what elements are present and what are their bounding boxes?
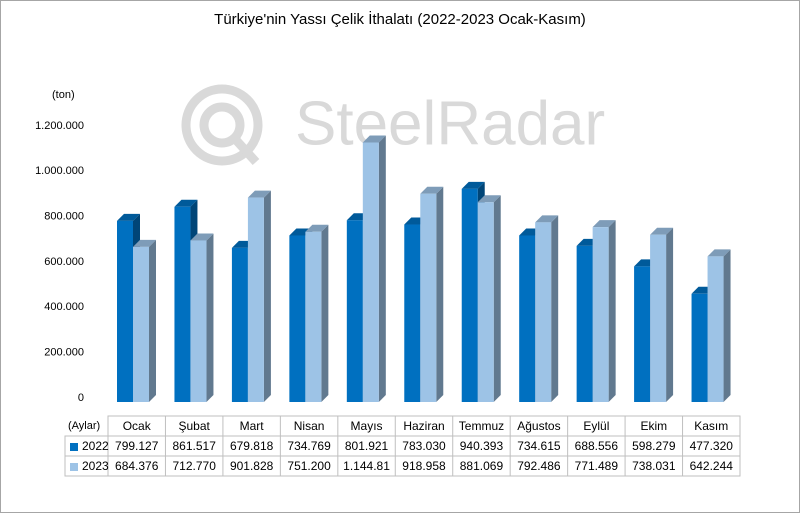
table-value: 642.244 xyxy=(690,459,734,473)
bar xyxy=(634,266,651,402)
bar-side xyxy=(723,249,731,402)
bar-top xyxy=(420,186,444,194)
watermark-logo xyxy=(181,84,263,166)
bar-top xyxy=(477,195,501,203)
bar-top xyxy=(247,190,271,198)
bar xyxy=(461,188,478,402)
y-tick-label: 400.000 xyxy=(44,301,84,313)
bar xyxy=(592,227,609,402)
table-value: 1.144.81 xyxy=(343,459,390,473)
bar xyxy=(174,206,191,402)
bar xyxy=(691,293,708,402)
bar xyxy=(535,222,552,402)
bar-top xyxy=(174,199,198,207)
bar-side xyxy=(608,220,616,402)
bar-top xyxy=(650,227,674,235)
x-tick-label: Şubat xyxy=(179,419,211,433)
table-value: 799.127 xyxy=(115,439,159,453)
table-value: 801.921 xyxy=(345,439,389,453)
table-value: 734.615 xyxy=(517,439,561,453)
legend-swatch xyxy=(70,463,78,471)
chart-title: Türkiye'nin Yassı Çelik İthalatı (2022-2… xyxy=(214,10,586,28)
table-value: 679.818 xyxy=(230,439,274,453)
table-value: 940.393 xyxy=(460,439,504,453)
bar-side xyxy=(149,239,156,402)
bar xyxy=(305,231,322,402)
y-tick-label: 0 xyxy=(78,392,84,404)
bar xyxy=(420,193,437,402)
bar-top xyxy=(133,239,156,247)
bar xyxy=(346,220,363,402)
bar xyxy=(190,240,207,402)
bar xyxy=(707,256,724,402)
table-value: 738.031 xyxy=(632,459,676,473)
x-tick-label: Nisan xyxy=(294,419,325,433)
bar xyxy=(289,235,306,402)
x-tick-label: Eylül xyxy=(583,419,609,433)
table-value: 734.769 xyxy=(287,439,331,453)
bar xyxy=(247,197,264,402)
bar-side xyxy=(666,227,674,402)
table-value: 918.958 xyxy=(402,459,446,473)
x-tick-label: Haziran xyxy=(403,419,444,433)
y-tick-label: 600.000 xyxy=(44,256,84,268)
bar-side xyxy=(493,195,501,402)
bar-side xyxy=(378,135,386,402)
x-tick-label: Ekim xyxy=(640,419,667,433)
bar-top xyxy=(592,220,616,228)
y-axis-label: (ton) xyxy=(52,89,75,101)
x-tick-label: Kasım xyxy=(694,419,728,433)
bar-top xyxy=(117,213,140,221)
x-tick-label: Temmuz xyxy=(459,419,504,433)
table-value: 881.069 xyxy=(460,459,504,473)
table-value: 598.279 xyxy=(632,439,676,453)
table-value: 771.489 xyxy=(575,459,619,473)
bar-side xyxy=(436,186,444,402)
table-value: 861.517 xyxy=(172,439,216,453)
table-header: (Aylar) xyxy=(68,420,100,432)
bar xyxy=(519,235,536,402)
x-tick-label: Mayıs xyxy=(351,419,383,433)
bar-top xyxy=(461,181,485,189)
y-tick-label: 800.000 xyxy=(44,211,84,223)
table-value: 712.770 xyxy=(172,459,216,473)
legend-label: 2023 xyxy=(82,459,109,473)
bar-side xyxy=(551,215,559,402)
bar-side xyxy=(263,190,271,402)
bar-top xyxy=(190,233,214,241)
bar xyxy=(404,224,421,402)
bar-top xyxy=(305,224,329,232)
x-tick-label: Ağustos xyxy=(517,419,560,433)
legend-swatch xyxy=(70,443,78,451)
y-tick-label: 200.000 xyxy=(44,347,84,359)
bar xyxy=(231,247,248,402)
table-value: 684.376 xyxy=(115,459,159,473)
table-value: 477.320 xyxy=(690,439,734,453)
legend-label: 2022 xyxy=(82,439,109,453)
x-tick-label: Mart xyxy=(240,419,265,433)
table-value: 751.200 xyxy=(287,459,331,473)
bar xyxy=(117,220,133,402)
y-tick-label: 1.200.000 xyxy=(35,120,84,132)
table-value: 792.486 xyxy=(517,459,561,473)
bar-top xyxy=(535,215,559,223)
bar-top xyxy=(707,249,731,257)
x-tick-label: Ocak xyxy=(123,419,152,433)
bar xyxy=(576,245,593,402)
table-value: 783.030 xyxy=(402,439,446,453)
table-value: 688.556 xyxy=(575,439,619,453)
bar-top xyxy=(362,135,386,143)
bar-side xyxy=(206,233,214,402)
bar xyxy=(362,142,379,402)
bar xyxy=(650,234,667,402)
bar xyxy=(477,202,494,402)
bar xyxy=(133,246,149,402)
table-value: 901.828 xyxy=(230,459,274,473)
y-tick-label: 1.000.000 xyxy=(35,165,84,177)
bar-side xyxy=(321,224,329,402)
watermark: SteelRadar xyxy=(295,89,605,158)
